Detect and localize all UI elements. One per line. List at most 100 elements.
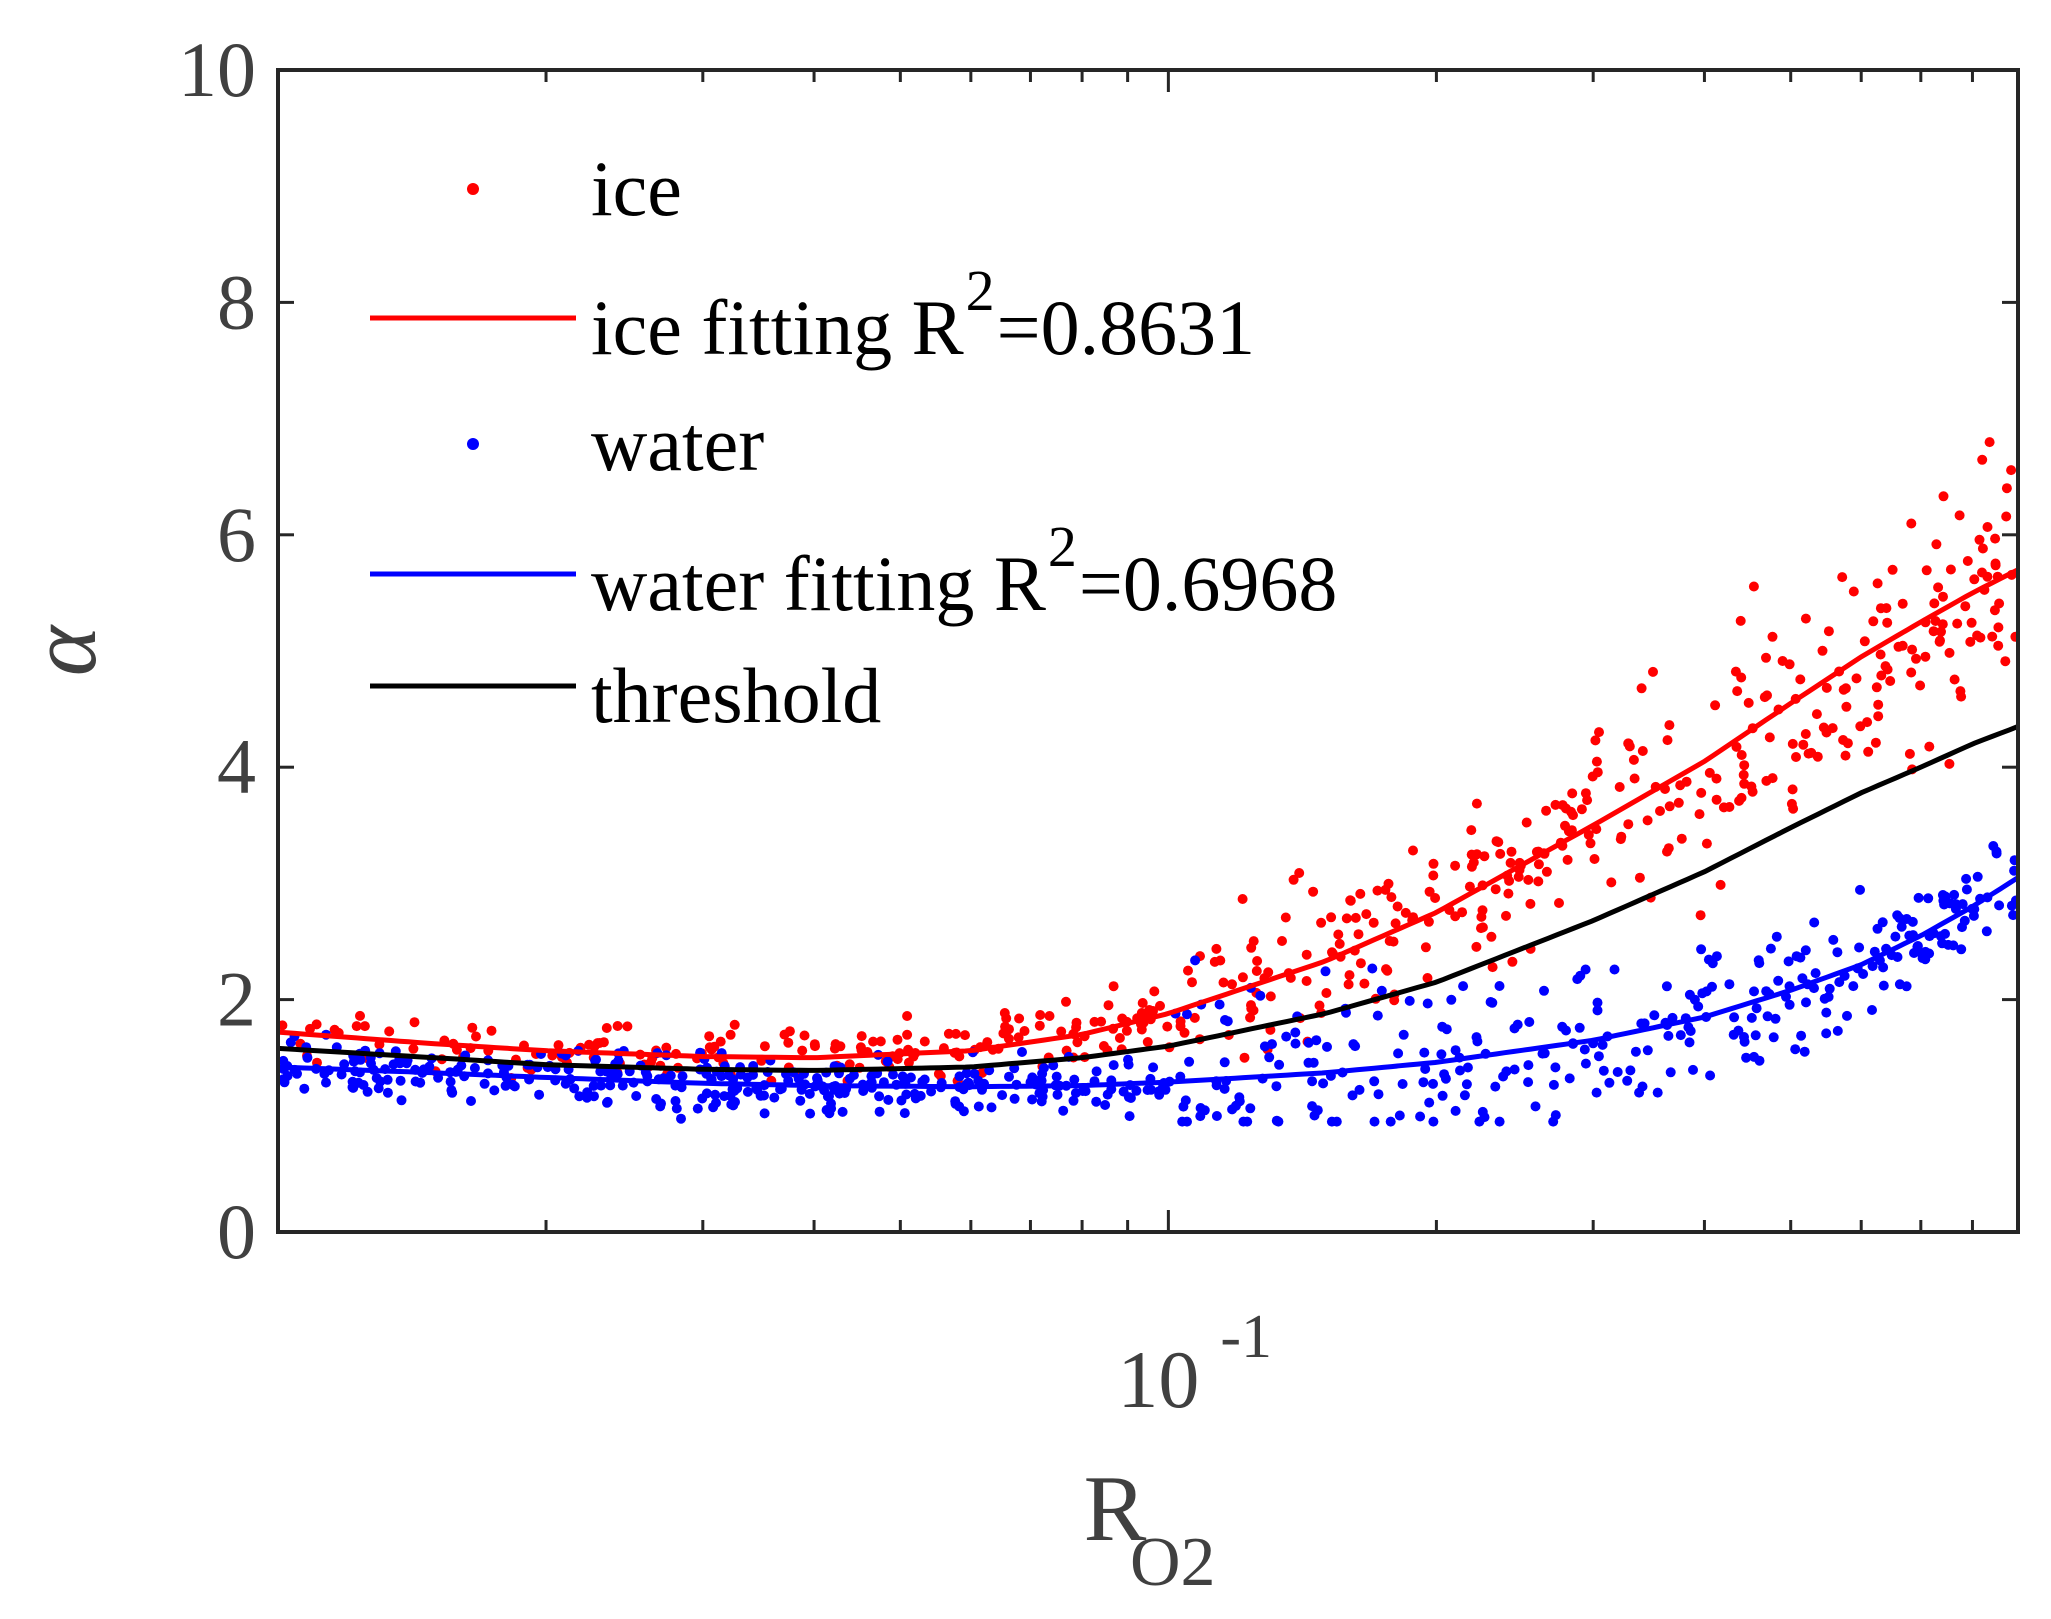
water-point — [1080, 1086, 1091, 1097]
ice-point — [1975, 632, 1986, 643]
ice-point — [1591, 756, 1602, 767]
water-point — [617, 1080, 628, 1091]
water-point — [1951, 899, 1962, 910]
water-point — [1393, 1048, 1404, 1059]
ice-point — [1189, 1012, 1200, 1023]
ice-point — [1777, 656, 1788, 666]
water-point — [1872, 923, 1883, 934]
water-point — [1890, 931, 1901, 942]
water-point — [1729, 1012, 1740, 1023]
water-point — [1981, 926, 1992, 937]
ice-point — [1715, 879, 1726, 890]
ice-point — [1648, 666, 1658, 677]
ice-point — [2000, 656, 2011, 667]
legend-item-ice: ice — [467, 145, 682, 232]
water-point — [899, 1108, 910, 1119]
water-point — [844, 1073, 855, 1084]
water-point — [1749, 986, 1759, 997]
ice-point — [1003, 1033, 1014, 1044]
water-point — [986, 1102, 997, 1113]
ice-point — [1974, 534, 1985, 545]
water-point — [1091, 1096, 1102, 1107]
water-point — [1017, 1047, 1027, 1057]
legend-label-exponent-ice-fitting-R: 2 — [966, 258, 995, 323]
ice-point — [1748, 581, 1759, 592]
water-point — [1307, 1101, 1318, 1112]
ice-point — [1477, 905, 1488, 916]
ice-point — [553, 1040, 564, 1051]
water-point — [1255, 990, 1266, 1001]
water-point — [1211, 1080, 1222, 1091]
ice-point — [2006, 465, 2017, 476]
ice-point — [1466, 825, 1477, 836]
ice-point — [1343, 979, 1354, 990]
ice-point — [1739, 760, 1750, 771]
water-point — [1146, 1084, 1156, 1095]
water-point — [1800, 945, 1811, 956]
water-point — [1385, 1116, 1396, 1127]
water-point — [1642, 1045, 1653, 1056]
ice-point — [1361, 909, 1372, 920]
water-point — [1684, 1037, 1695, 1048]
water-point — [279, 1077, 290, 1088]
water-point — [883, 1094, 894, 1105]
water-point — [1867, 961, 1878, 972]
ice-point — [1341, 913, 1352, 924]
ice-point — [355, 1010, 365, 1021]
water-point — [1597, 1039, 1608, 1050]
water-point — [469, 1063, 480, 1073]
ice-point — [1368, 917, 1379, 928]
ice-point — [1880, 661, 1891, 672]
ice-point — [1359, 978, 1370, 989]
legend-item-water: water — [467, 400, 764, 487]
ice-point — [1252, 956, 1263, 966]
ice-point — [1162, 1021, 1173, 1032]
ice-point — [1355, 958, 1366, 969]
ice-point — [1388, 936, 1399, 947]
ice-point — [1014, 1013, 1025, 1024]
water-point — [1771, 931, 1782, 942]
ice-point — [1218, 977, 1229, 988]
ice-point — [1383, 878, 1394, 889]
water-point — [1190, 955, 1201, 966]
ice-point — [1355, 888, 1366, 899]
water-point — [1949, 889, 1960, 900]
water-point — [415, 1077, 426, 1088]
ice-point — [1761, 652, 1771, 663]
water-point — [1245, 1103, 1256, 1114]
ice-point — [1533, 859, 1544, 870]
water-point — [1773, 975, 1784, 986]
water-point — [882, 1056, 893, 1067]
y-tick-label: 4 — [217, 723, 256, 810]
ice-point — [1566, 825, 1577, 836]
water-point — [1574, 1022, 1585, 1033]
water-point — [1972, 871, 1983, 882]
ice-point — [1550, 799, 1561, 810]
water-point — [1227, 1104, 1238, 1115]
y-axis-title: α — [9, 624, 116, 676]
ice-point — [1507, 956, 1518, 967]
x-axis-title-subscript: O2 — [1130, 1524, 1216, 1601]
water-point — [1842, 1010, 1852, 1021]
ice-point — [1924, 741, 1935, 752]
ice-point — [1906, 518, 1917, 529]
water-point — [1487, 997, 1498, 1008]
ice-point — [1906, 667, 1917, 678]
ice-point — [999, 1008, 1010, 1018]
water-point — [997, 1090, 1008, 1101]
ice-point — [1636, 683, 1647, 694]
ice-point — [1623, 738, 1634, 749]
ice-point — [1245, 1012, 1256, 1023]
water-point — [1591, 1087, 1602, 1098]
ice-point — [1767, 773, 1778, 784]
water-point — [1580, 1058, 1591, 1069]
water-point — [1751, 1003, 1762, 1014]
legend-marker-ice — [467, 183, 479, 195]
ice-point — [704, 1042, 715, 1053]
water-point — [1290, 1038, 1301, 1049]
water-point — [1474, 1116, 1485, 1127]
ice-point — [1149, 986, 1160, 997]
water-point — [969, 1068, 980, 1079]
